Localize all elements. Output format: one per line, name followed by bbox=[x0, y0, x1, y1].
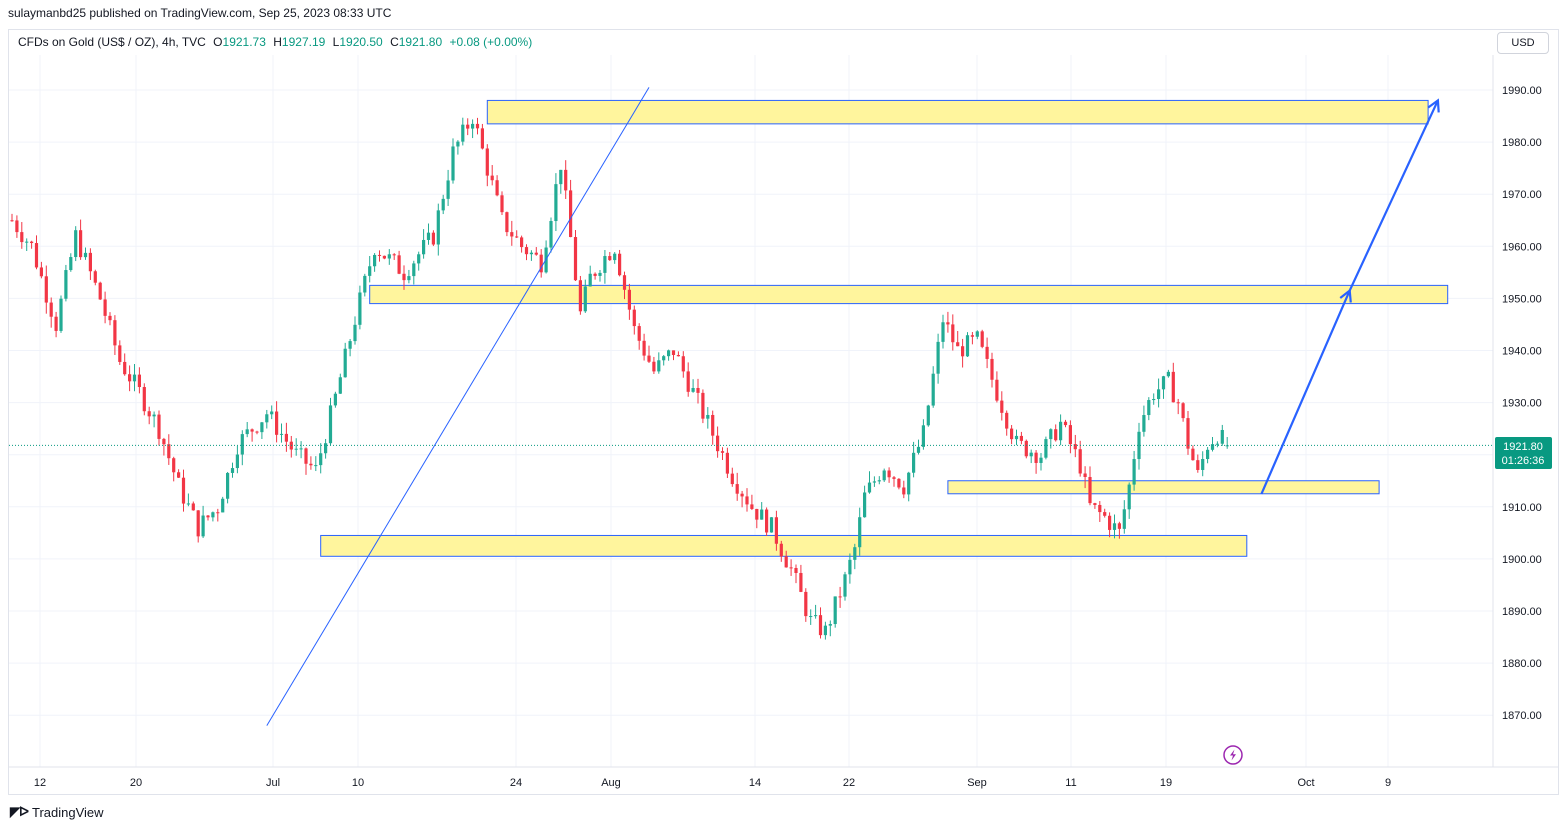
open-value: 1921.73 bbox=[222, 35, 266, 49]
low-label: L bbox=[332, 35, 340, 49]
close-label: C bbox=[390, 35, 399, 49]
high-label: H bbox=[273, 35, 282, 49]
publisher-caption: sulaymanbd25 published on TradingView.co… bbox=[8, 6, 392, 20]
ohlc-legend: CFDs on Gold (US$ / OZ), 4h, TVC O1921.7… bbox=[18, 35, 532, 49]
low-value: 1920.50 bbox=[339, 35, 383, 49]
currency-button[interactable]: USD bbox=[1497, 32, 1549, 54]
chart-frame bbox=[8, 29, 1559, 795]
high-value: 1927.19 bbox=[281, 35, 326, 49]
open-label: O bbox=[213, 35, 223, 49]
symbol-label: CFDs on Gold (US$ / OZ), 4h, TVC bbox=[18, 35, 206, 49]
footer-brand-label: TradingView bbox=[32, 804, 104, 820]
tradingview-logo-icon: ◤ᐅ bbox=[10, 804, 29, 819]
footer-brand[interactable]: ◤ᐅ TradingView bbox=[10, 804, 104, 820]
change-value: +0.08 (+0.00%) bbox=[449, 35, 533, 49]
close-value: 1921.80 bbox=[398, 35, 443, 49]
